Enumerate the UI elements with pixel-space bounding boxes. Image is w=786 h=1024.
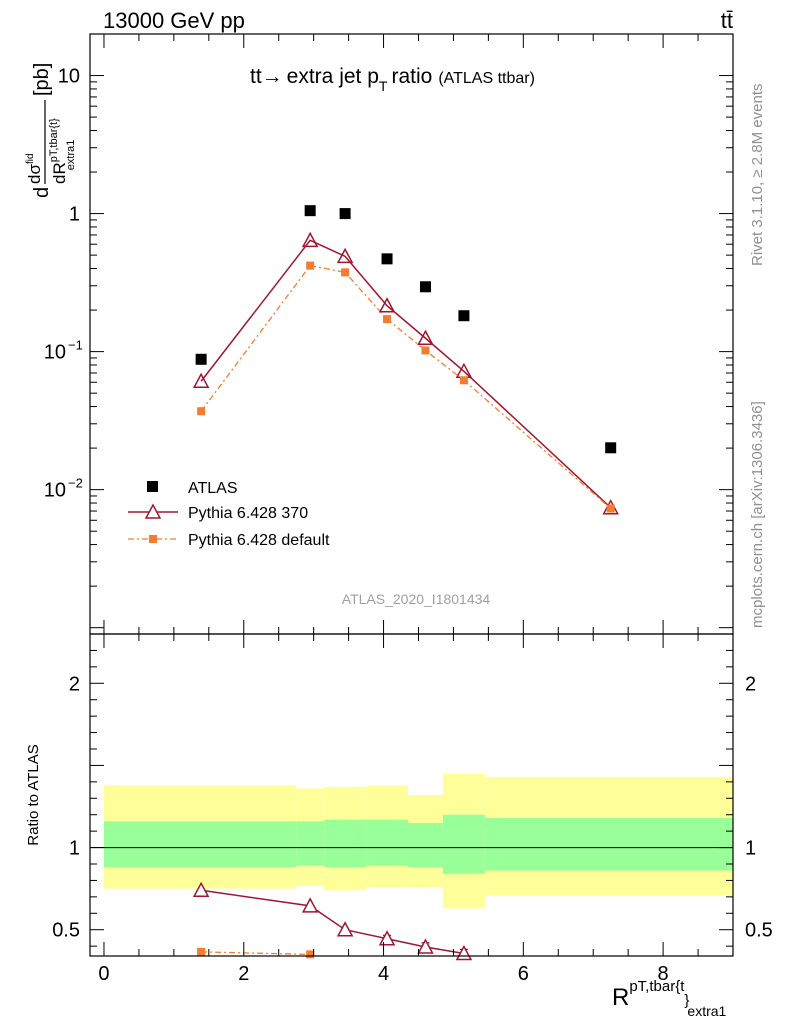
mcplots-label: mcplots.cern.ch [arXiv:1306.3436] [749, 401, 766, 628]
ratio-x-tick-label: 6 [518, 963, 529, 985]
pythia-default-data-point [341, 268, 350, 277]
ratio-y-axis-label: Ratio to ATLAS [25, 744, 42, 845]
x-axis-label-sub: extra1 [687, 1003, 726, 1019]
legend-atlas-marker [147, 481, 158, 492]
ratio-series-points [192, 881, 473, 961]
main-y-tick-label: 10 [58, 66, 80, 88]
atlas-data-point [304, 205, 316, 217]
plot-title-suffix: (ATLAS ttbar) [438, 70, 535, 87]
pythia-default-data-point [306, 261, 315, 270]
ratio-axis-ticks [90, 633, 734, 956]
pythia370-data-point [378, 297, 396, 313]
ratio-x-tick-label: 8 [658, 963, 669, 985]
plot-title: tt→ extra jet pT ratio (ATLAS ttbar) [250, 65, 535, 94]
ratio-x-tick-label: 2 [238, 963, 249, 985]
atlas-data-point [605, 442, 617, 454]
pythia-default-data-point [197, 407, 206, 416]
ratio-tick-labels: 0.5 0.5 1 1 2 2 0 2 4 6 8 [52, 673, 773, 985]
pythia-default-data-point [459, 376, 468, 385]
pythia-default-data-point [606, 504, 615, 513]
legend-pythia370-label: Pythia 6.428 370 [188, 505, 308, 522]
atlas-data-point [419, 281, 431, 293]
ylabel-d: d [31, 187, 53, 198]
ratio-pythia370-point [378, 930, 396, 946]
legend-pythia370-marker [144, 503, 162, 519]
header-process-label: tt̄ [721, 8, 733, 33]
x-axis-label-brace: } [684, 992, 689, 1009]
ratio-y-tick-label-left: 0.5 [52, 920, 80, 942]
ratio-pythia370-point [301, 897, 319, 913]
rivet-version-label: Rivet 3.1.10, ≥ 2.8M events [749, 84, 766, 267]
ratio-panel-frame [89, 633, 734, 957]
plot-title-ratio: ratio [391, 65, 432, 88]
pythia370-data-point [301, 231, 319, 248]
pythia-default-data-point [421, 346, 430, 355]
ratio-uncertainty-bands [103, 773, 733, 909]
ratio-inner-band [408, 822, 443, 868]
ratio-inner-band [442, 814, 485, 874]
main-panel-frame [89, 33, 734, 635]
plot-title-arrow: → [262, 65, 283, 88]
pythia370-data-point [336, 247, 354, 264]
ratio-pythia370-point [192, 881, 210, 898]
main-series-points [192, 205, 619, 515]
ratio-y-tick-label-right: 0.5 [745, 920, 773, 942]
atlas-data-point [339, 208, 351, 220]
ratio-inner-band [103, 821, 297, 868]
main-axis-ticks [90, 33, 734, 635]
main-y-tick-label: 10 [44, 480, 66, 502]
pythia370-data-point [417, 329, 434, 345]
ratio-series-line-1 [201, 951, 311, 956]
ratio-y-tick-label-right: 2 [745, 673, 756, 695]
main-y-tick-label-exponent: −2 [68, 476, 83, 491]
main-series-lines [200, 239, 612, 510]
ratio-inner-band [296, 821, 325, 866]
ratio-x-tick-label: 0 [98, 963, 109, 985]
ratio-series-line-0 [201, 889, 465, 955]
x-axis-label-sup: pT,tbar{t [629, 978, 685, 995]
x-axis-label: RpT,tbar{t} extra1 [612, 978, 727, 1019]
ratio-y-tick-label-left: 2 [69, 673, 80, 695]
header-collision-label: 13000 GeV pp [103, 8, 245, 33]
ylabel-denominator: dRpT,tbar{t} extra1 [48, 118, 77, 184]
plot-title-sub: T [379, 78, 388, 94]
main-y-tick-label: 10 [44, 342, 66, 364]
ratio-pythia370-point [336, 921, 354, 937]
plot-title-body: extra jet p [287, 65, 379, 88]
legend: ATLAS Pythia 6.428 370 Pythia 6.428 defa… [128, 480, 330, 549]
ratio-inner-band [484, 818, 733, 871]
atlas-data-point [458, 310, 470, 322]
legend-pythia-default-marker [149, 535, 157, 543]
analysis-watermark: ATLAS_2020_I1801434 [342, 591, 491, 607]
ratio-panel: 0.5 0.5 1 1 2 2 0 2 4 6 8 Ratio to ATLAS RpT,tbar{… [25, 633, 773, 1019]
main-y-tick-label: 1 [69, 204, 80, 226]
ratio-pythia-default-point [197, 947, 206, 956]
ratio-inner-band [366, 819, 409, 866]
ratio-pythia370-point [417, 938, 434, 954]
main-y-tick-label-exponent: −1 [68, 338, 83, 353]
ratio-y-tick-label-left: 1 [69, 838, 80, 860]
ratio-pythia-default-point [306, 950, 315, 959]
atlas-data-point [381, 253, 393, 265]
plot-title-text: tt [250, 65, 262, 88]
ylabel-unit: [pb] [31, 63, 53, 96]
ylabel-numerator: dσfid [25, 153, 44, 184]
legend-atlas-label: ATLAS [188, 480, 238, 497]
legend-pythia-default-label: Pythia 6.428 default [188, 532, 330, 549]
main-series-line-1 [200, 239, 612, 509]
ratio-inner-band [324, 819, 367, 868]
pythia-default-data-point [383, 315, 392, 324]
ratio-series-lines [201, 889, 465, 956]
ratio-x-tick-label: 4 [378, 963, 389, 985]
pythia370-data-point [192, 372, 210, 388]
ratio-y-tick-label-right: 1 [745, 838, 756, 860]
atlas-data-point [195, 353, 207, 365]
